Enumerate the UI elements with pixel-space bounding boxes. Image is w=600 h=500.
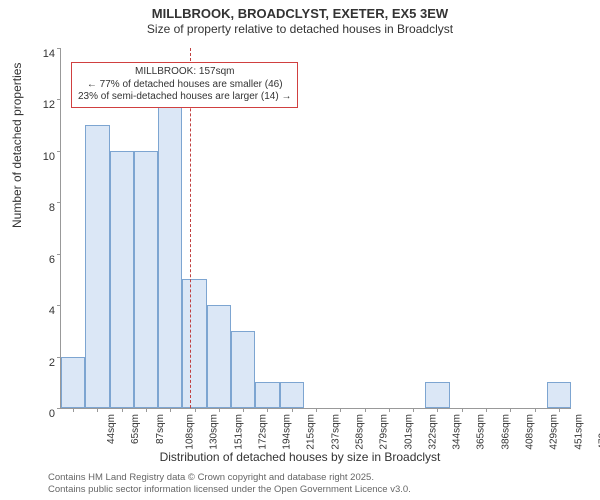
xtick-mark: [510, 408, 511, 412]
histogram-bar: [182, 279, 206, 408]
xtick-mark: [389, 408, 390, 412]
histogram-bar: [158, 99, 182, 408]
xtick-mark: [486, 408, 487, 412]
xtick-label: 65sqm: [130, 414, 141, 444]
histogram-bar: [231, 331, 255, 408]
xtick-label: 279sqm: [379, 414, 390, 450]
ytick-label: 8: [27, 202, 55, 214]
footer-line2: Contains public sector information licen…: [48, 484, 411, 496]
xtick-mark: [437, 408, 438, 412]
chart-title-block: MILLBROOK, BROADCLYST, EXETER, EX5 3EW S…: [0, 0, 600, 36]
histogram-bar: [85, 125, 109, 408]
xtick-mark: [146, 408, 147, 412]
xtick-mark: [170, 408, 171, 412]
histogram-bar: [110, 151, 134, 408]
annotation-box: MILLBROOK: 157sqm← 77% of detached house…: [71, 62, 298, 108]
xtick-label: 237sqm: [330, 414, 341, 450]
histogram-bar: [547, 382, 571, 408]
x-axis-label: Distribution of detached houses by size …: [0, 450, 600, 464]
xtick-mark: [340, 408, 341, 412]
xtick-label: 151sqm: [233, 414, 244, 450]
xtick-label: 108sqm: [185, 414, 196, 450]
ytick-mark: [57, 151, 61, 152]
ytick-mark: [57, 202, 61, 203]
xtick-mark: [267, 408, 268, 412]
xtick-mark: [365, 408, 366, 412]
annotation-line3: 23% of semi-detached houses are larger (…: [78, 91, 291, 104]
histogram-bar: [425, 382, 449, 408]
histogram-bar: [61, 357, 85, 408]
title-line2: Size of property relative to detached ho…: [0, 22, 600, 36]
ytick-mark: [57, 254, 61, 255]
xtick-label: 408sqm: [525, 414, 536, 450]
ytick-mark: [57, 99, 61, 100]
xtick-mark: [292, 408, 293, 412]
xtick-mark: [462, 408, 463, 412]
ytick-label: 10: [27, 151, 55, 163]
xtick-label: 429sqm: [549, 414, 560, 450]
ytick-label: 0: [27, 408, 55, 420]
xtick-label: 386sqm: [500, 414, 511, 450]
xtick-mark: [195, 408, 196, 412]
annotation-line2: ← 77% of detached houses are smaller (46…: [78, 79, 291, 92]
ytick-label: 14: [27, 48, 55, 60]
xtick-label: 172sqm: [257, 414, 268, 450]
footer-line1: Contains HM Land Registry data © Crown c…: [48, 472, 411, 484]
ytick-mark: [57, 408, 61, 409]
xtick-mark: [122, 408, 123, 412]
xtick-label: 301sqm: [403, 414, 414, 450]
chart-area: 0246810121444sqm65sqm87sqm108sqm130sqm15…: [60, 48, 570, 408]
xtick-mark: [97, 408, 98, 412]
annotation-line1: MILLBROOK: 157sqm: [78, 66, 291, 79]
xtick-mark: [316, 408, 317, 412]
xtick-mark: [559, 408, 560, 412]
ytick-mark: [57, 48, 61, 49]
xtick-label: 451sqm: [573, 414, 584, 450]
histogram-bar: [134, 151, 158, 408]
xtick-mark: [219, 408, 220, 412]
xtick-label: 365sqm: [476, 414, 487, 450]
plot-area: 0246810121444sqm65sqm87sqm108sqm130sqm15…: [60, 48, 571, 409]
y-axis-label: Number of detached properties: [10, 63, 24, 228]
xtick-label: 194sqm: [282, 414, 293, 450]
xtick-mark: [535, 408, 536, 412]
xtick-mark: [413, 408, 414, 412]
ytick-label: 12: [27, 99, 55, 111]
ytick-label: 2: [27, 357, 55, 369]
xtick-label: 258sqm: [355, 414, 366, 450]
xtick-mark: [73, 408, 74, 412]
xtick-label: 44sqm: [106, 414, 117, 444]
histogram-bar: [255, 382, 279, 408]
xtick-label: 87sqm: [155, 414, 166, 444]
ytick-label: 4: [27, 305, 55, 317]
xtick-label: 130sqm: [209, 414, 220, 450]
histogram-bar: [280, 382, 304, 408]
histogram-bar: [207, 305, 231, 408]
xtick-mark: [243, 408, 244, 412]
xtick-label: 344sqm: [452, 414, 463, 450]
title-line1: MILLBROOK, BROADCLYST, EXETER, EX5 3EW: [0, 6, 600, 21]
footer-credits: Contains HM Land Registry data © Crown c…: [48, 472, 411, 496]
ytick-mark: [57, 305, 61, 306]
ytick-label: 6: [27, 254, 55, 266]
xtick-label: 215sqm: [306, 414, 317, 450]
xtick-label: 322sqm: [427, 414, 438, 450]
